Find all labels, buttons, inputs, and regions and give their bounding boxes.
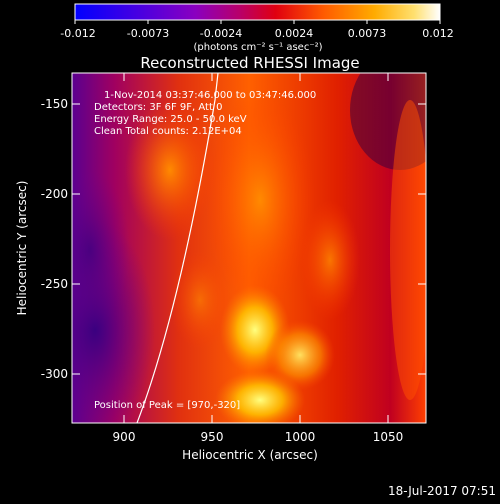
annotation-peak: Position of Peak = [970,-320] [94, 400, 240, 411]
plot-title: Reconstructed RHESSI Image [140, 54, 359, 72]
y-tick-label: -150 [41, 97, 68, 111]
x-axis-label: Heliocentric X (arcsec) [182, 448, 318, 462]
annotation-clean: Clean Total counts: 2.12E+04 [94, 126, 242, 137]
x-tick-label: 900 [113, 430, 136, 444]
y-tick-label: -300 [41, 367, 68, 381]
annotation-detectors: Detectors: 3F 6F 9F, Att 0 [94, 102, 222, 113]
colorbar-tick: -0.012 [60, 27, 95, 40]
rhessi-image [72, 73, 426, 423]
y-tick-label: -200 [41, 187, 68, 201]
colorbar-tick: 0.0073 [348, 27, 387, 40]
annotation-energy: Energy Range: 25.0 - 50.0 keV [94, 114, 247, 125]
render-timestamp: 18-Jul-2017 07:51 [387, 484, 496, 498]
x-tick-label: 950 [201, 430, 224, 444]
colorbar-unit-label: (photons cm⁻² s⁻¹ asec⁻²) [193, 42, 322, 53]
plot-frame [71, 72, 427, 424]
colorbar: -0.012 -0.0073 -0.0024 0.0024 0.0073 0.0… [60, 3, 454, 53]
colorbar-tick: 0.0024 [275, 27, 314, 40]
colorbar-tick: 0.012 [422, 27, 454, 40]
y-tick-label: -250 [41, 277, 68, 291]
x-tick-label: 1000 [285, 430, 316, 444]
x-tick-label: 1050 [373, 430, 404, 444]
solar-limb-line [136, 73, 219, 423]
y-axis-label: Heliocentric Y (arcsec) [15, 181, 29, 316]
colorbar-tick: -0.0073 [127, 27, 169, 40]
annotation-time-range: 1-Nov-2014 03:37:46.000 to 03:47:46.000 [104, 90, 316, 101]
colorbar-gradient [74, 3, 441, 21]
colorbar-tick: -0.0024 [200, 27, 242, 40]
